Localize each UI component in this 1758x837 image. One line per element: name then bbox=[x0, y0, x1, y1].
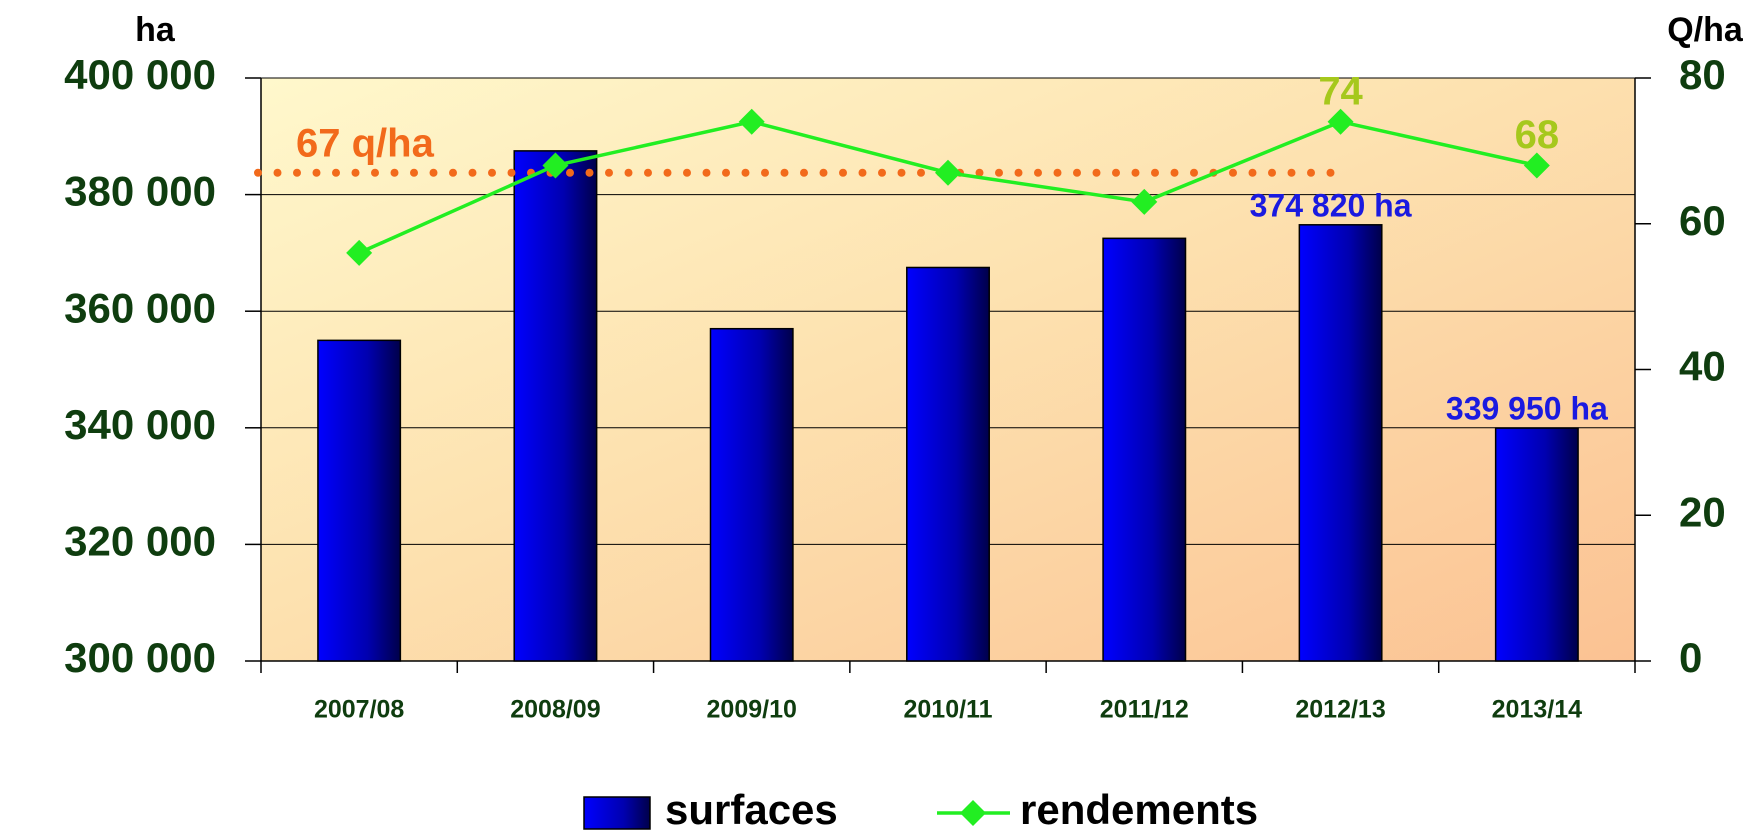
line-marker bbox=[346, 239, 373, 266]
line-value-label: 74 bbox=[1318, 69, 1363, 113]
x-tick-label: 2009/10 bbox=[707, 696, 797, 724]
bar bbox=[709, 327, 794, 662]
y2-tick-label: 60 bbox=[1679, 197, 1726, 244]
legend-marker bbox=[960, 800, 986, 826]
bar bbox=[1102, 237, 1187, 662]
x-tick-label: 2012/13 bbox=[1295, 696, 1385, 724]
legend-label: surfaces bbox=[665, 786, 838, 832]
x-tick-label: 2013/14 bbox=[1492, 696, 1582, 724]
bar bbox=[906, 266, 990, 662]
line-marker bbox=[738, 108, 765, 135]
y2-tick-label: 0 bbox=[1679, 634, 1702, 681]
y-tick-label: 400 000 bbox=[64, 51, 216, 98]
y2-tick-label: 40 bbox=[1679, 343, 1726, 390]
y-tick-label: 360 000 bbox=[64, 284, 216, 331]
y2-tick-label: 80 bbox=[1679, 51, 1726, 98]
x-tick-label: 2011/12 bbox=[1100, 696, 1189, 724]
x-tick-label: 2008/09 bbox=[510, 696, 600, 724]
y-tick-label: 340 000 bbox=[64, 401, 216, 448]
y-tick-label: 300 000 bbox=[64, 634, 216, 681]
legend-label: rendements bbox=[1020, 786, 1258, 832]
bar-value-label: 374 820 ha bbox=[1250, 187, 1412, 223]
y-axis-label: ha bbox=[135, 11, 176, 49]
bar bbox=[1298, 224, 1383, 662]
bar-value-label: 339 950 ha bbox=[1446, 391, 1608, 427]
y-tick-label: 320 000 bbox=[64, 517, 216, 564]
x-tick-label: 2007/08 bbox=[314, 696, 404, 724]
y-tick-label: 380 000 bbox=[64, 168, 216, 215]
line-value-label: 68 bbox=[1515, 113, 1560, 157]
bar bbox=[317, 339, 402, 662]
bar bbox=[1494, 427, 1579, 662]
line-marker bbox=[1131, 188, 1158, 215]
legend-swatch bbox=[583, 796, 651, 830]
line-marker bbox=[542, 152, 569, 179]
bar bbox=[513, 150, 598, 662]
x-tick-label: 2010/11 bbox=[904, 696, 993, 724]
reference-label: 67 q/ha bbox=[296, 121, 435, 165]
y2-tick-label: 20 bbox=[1679, 488, 1726, 535]
line-marker bbox=[1523, 152, 1550, 179]
y2-axis-label: Q/ha bbox=[1667, 11, 1744, 49]
line-marker bbox=[935, 159, 961, 186]
line-marker bbox=[1327, 108, 1354, 135]
